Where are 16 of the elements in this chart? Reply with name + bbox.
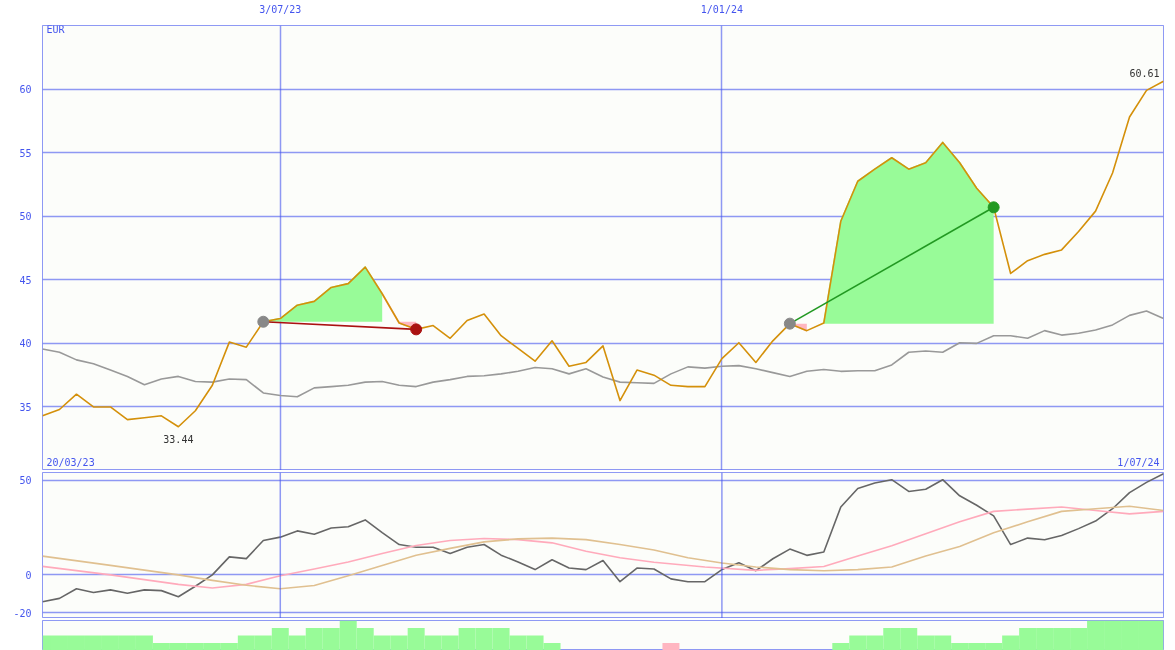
- y-tick-label: 55: [19, 147, 32, 159]
- y-axis-title: EUR: [46, 23, 66, 35]
- y-tick-label: 45: [19, 274, 32, 286]
- annotation: 33.44: [163, 433, 194, 445]
- annotation: 20/03/23: [46, 456, 95, 468]
- y-tick-label: 0: [25, 569, 32, 581]
- y-tick-label: 35: [19, 401, 32, 413]
- annotation: 60.61: [1129, 68, 1160, 80]
- y-tick-label: 50: [19, 475, 32, 487]
- y-tick-label: 60: [19, 84, 32, 96]
- y-tick-label: 40: [19, 338, 32, 350]
- y-tick-label: -20: [13, 607, 32, 619]
- annotation: 1/07/24: [1117, 456, 1160, 468]
- x-tick-label: 1/01/24: [700, 3, 743, 15]
- y-tick-label: 50: [19, 211, 32, 223]
- x-tick-label: 3/07/23: [259, 3, 302, 15]
